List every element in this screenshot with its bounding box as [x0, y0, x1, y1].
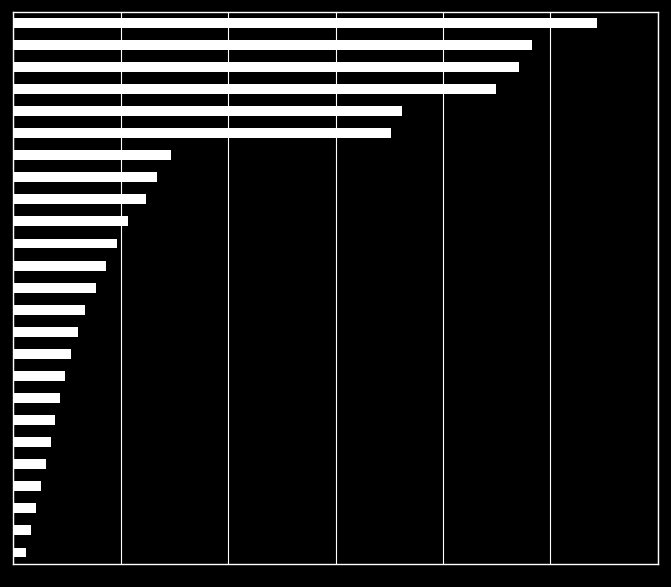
Bar — [13, 150, 171, 160]
Bar — [13, 40, 532, 50]
Bar — [13, 459, 46, 469]
Bar — [13, 504, 36, 513]
Bar — [13, 261, 107, 271]
Bar — [13, 217, 128, 227]
Bar — [13, 548, 26, 558]
Bar — [13, 283, 96, 292]
Bar — [13, 84, 496, 94]
Bar — [13, 327, 78, 337]
Bar — [13, 349, 70, 359]
Bar — [13, 415, 55, 425]
Bar — [13, 238, 117, 248]
Bar — [13, 481, 41, 491]
Bar — [13, 393, 60, 403]
Bar — [13, 371, 65, 381]
Bar — [13, 437, 50, 447]
Bar — [13, 18, 597, 28]
Bar — [13, 305, 85, 315]
Bar — [13, 173, 156, 182]
Bar — [13, 106, 402, 116]
Bar — [13, 194, 146, 204]
Bar — [13, 525, 32, 535]
Bar — [13, 128, 391, 138]
Bar — [13, 62, 519, 72]
